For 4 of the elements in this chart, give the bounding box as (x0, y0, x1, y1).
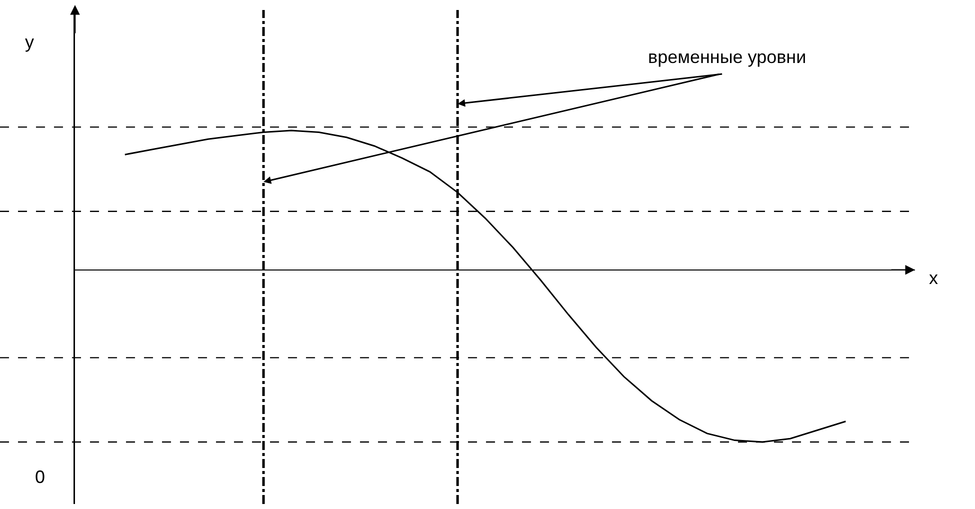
text: y (25, 32, 34, 52)
text: 0 (35, 467, 46, 487)
text: x (929, 268, 938, 288)
text: временные уровни (648, 47, 806, 67)
